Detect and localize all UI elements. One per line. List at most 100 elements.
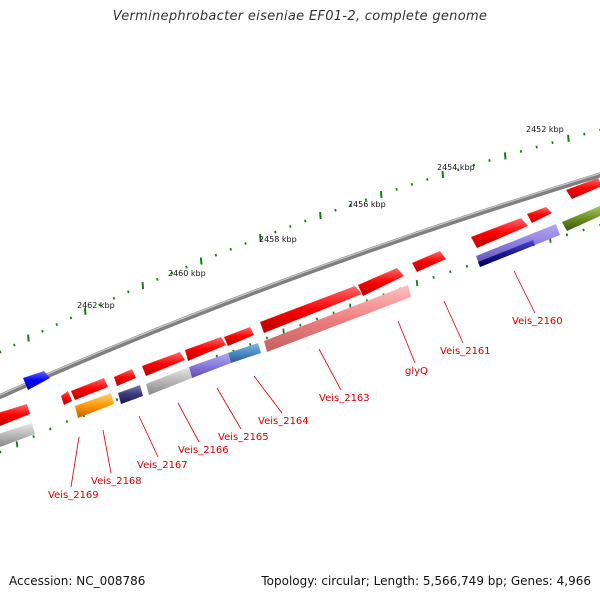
minor-tick <box>488 159 491 162</box>
minor-tick <box>535 145 538 149</box>
gene-label[interactable]: Veis_2161 <box>440 346 491 357</box>
gene-arrow[interactable] <box>566 178 600 199</box>
inner-minor-tick <box>65 420 69 423</box>
gene-arrow[interactable] <box>412 251 446 272</box>
gene-arrow[interactable] <box>23 371 50 390</box>
inner-minor-tick <box>115 398 119 402</box>
minor-tick <box>185 265 188 269</box>
minor-tick <box>98 303 101 307</box>
minor-tick <box>55 323 58 327</box>
scale-label: 2456 kbp <box>348 200 386 209</box>
genome-backbone-highlight <box>0 172 600 396</box>
feature-bar[interactable] <box>228 343 261 363</box>
gene-label[interactable]: Veis_2165 <box>218 432 269 443</box>
feature-bar[interactable] <box>0 423 35 447</box>
minor-tick <box>156 277 159 281</box>
scale-label: 2462 kbp <box>77 301 115 310</box>
minor-tick <box>69 316 73 320</box>
gene-arrow[interactable] <box>185 337 226 361</box>
minor-tick <box>349 203 352 207</box>
inner-minor-tick <box>49 427 52 431</box>
inner-minor-tick <box>565 233 569 237</box>
gene-label[interactable]: Veis_2167 <box>137 460 188 471</box>
gene-arrow[interactable] <box>224 327 254 346</box>
gene-label[interactable]: Veis_2163 <box>319 393 370 404</box>
minor-tick <box>395 187 398 191</box>
gene-label[interactable]: Veis_2168 <box>91 476 142 487</box>
major-tick <box>141 282 145 290</box>
gene-leader-line <box>177 402 200 443</box>
gene-arrow[interactable] <box>0 404 30 426</box>
minor-tick <box>0 350 2 354</box>
major-tick <box>27 334 30 342</box>
inner-major-tick <box>15 441 19 448</box>
inner-minor-tick <box>249 343 252 346</box>
gene-arrow[interactable] <box>61 391 72 405</box>
scale-ticks-outer <box>0 128 600 354</box>
gene-leader-line <box>397 320 416 364</box>
accession-text: Accession: NC_008786 <box>9 574 146 588</box>
gene-arrow[interactable] <box>114 369 136 386</box>
gene-arrow[interactable] <box>142 352 185 376</box>
feature-bar[interactable] <box>478 240 535 267</box>
gene-label[interactable]: Veis_2160 <box>512 316 563 327</box>
minor-tick <box>519 149 523 153</box>
inner-minor-tick <box>315 317 319 321</box>
scale-label: 2458 kbp <box>259 235 297 244</box>
major-tick <box>319 211 322 220</box>
major-tick <box>567 134 570 142</box>
minor-tick <box>364 198 368 202</box>
gene-label[interactable]: Veis_2164 <box>258 416 309 427</box>
gene-arrow[interactable] <box>471 218 528 248</box>
inner-minor-tick <box>465 264 469 268</box>
gene-leader-line <box>513 270 536 314</box>
minor-tick <box>426 178 429 181</box>
minor-tick <box>13 343 16 347</box>
minor-tick <box>214 253 218 257</box>
topology-text: Topology: circular; Length: 5,566,749 bp… <box>261 574 591 588</box>
map-title: Verminephrobacter eiseniae EF01-2, compl… <box>112 9 488 24</box>
minor-tick <box>229 247 232 251</box>
minor-tick <box>472 163 476 167</box>
gene-label[interactable]: Veis_2169 <box>48 490 99 501</box>
inner-minor-tick <box>449 270 452 274</box>
major-tick <box>503 152 507 160</box>
scale-label: 2460 kbp <box>168 269 206 278</box>
inner-minor-tick <box>582 228 585 232</box>
feature-bar[interactable] <box>264 285 411 352</box>
gene-arrow[interactable] <box>71 378 108 400</box>
inner-minor-tick <box>0 450 2 454</box>
minor-tick <box>583 132 586 136</box>
inner-minor-tick <box>265 336 269 340</box>
gene-leader-line <box>253 375 283 414</box>
feature-bar[interactable] <box>189 353 231 378</box>
minor-tick <box>244 242 247 245</box>
inner-feature-track <box>0 206 600 447</box>
inner-minor-tick <box>32 435 35 439</box>
inner-major-tick <box>415 280 419 287</box>
gene-arrow[interactable] <box>358 268 404 296</box>
gene-arrow[interactable] <box>527 207 552 223</box>
inner-minor-tick <box>432 275 435 279</box>
genome-backbone <box>0 172 600 400</box>
gene-label[interactable]: Veis_2166 <box>178 445 229 456</box>
gene-label[interactable]: glyQ <box>405 366 428 377</box>
major-tick <box>259 234 262 242</box>
gene-leader-line <box>216 387 242 430</box>
minor-tick <box>41 329 44 333</box>
minor-tick <box>170 271 174 275</box>
minor-tick <box>334 208 337 212</box>
feature-bar[interactable] <box>118 385 143 404</box>
major-tick <box>379 190 383 199</box>
inner-minor-tick <box>332 311 335 315</box>
scale-label: 2454 kbp <box>437 163 475 172</box>
minor-tick <box>127 290 130 294</box>
gene-arrow[interactable] <box>260 286 362 333</box>
feature-bar[interactable] <box>75 393 114 418</box>
minor-tick <box>551 141 554 145</box>
minor-tick <box>457 168 460 172</box>
feature-bar[interactable] <box>146 367 192 395</box>
minor-tick <box>304 219 307 223</box>
feature-bar[interactable] <box>562 206 600 231</box>
minor-tick <box>410 182 414 186</box>
